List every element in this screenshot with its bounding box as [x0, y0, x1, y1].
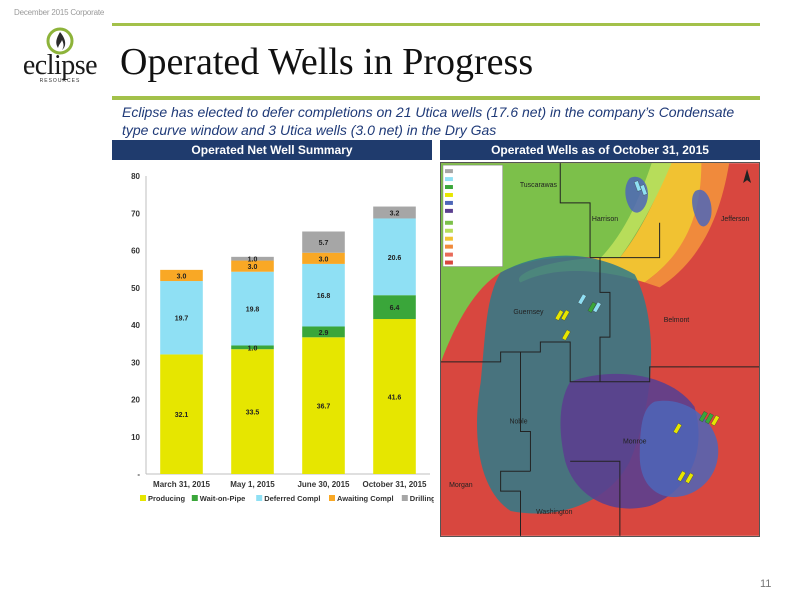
- legend-label: Wait-on-Pipe: [200, 494, 246, 503]
- data-label: 5.7: [319, 240, 329, 247]
- bar-segment: [373, 218, 416, 296]
- data-label: 2.9: [319, 330, 329, 337]
- data-label: 20.6: [388, 255, 402, 262]
- bar-segment: [160, 269, 203, 282]
- data-label: 1.0: [248, 257, 258, 264]
- bar-segment: [373, 319, 416, 474]
- legend-swatch: [140, 495, 146, 501]
- net-well-summary-chart: - 10 20 30 40 50 60 70 80 32.1 19.7 3.0 March 31, 20…: [131, 172, 434, 503]
- map-legend-swatches: [444, 169, 453, 265]
- data-label: 1.0: [248, 345, 258, 352]
- y-tick-label: 10: [131, 433, 140, 442]
- legend-swatch: [191, 495, 198, 501]
- page-subtitle: Eclipse has elected to defer completions…: [122, 104, 735, 138]
- legend-label: Deferred Compl: [264, 494, 320, 503]
- county-label: Morgan: [449, 482, 473, 489]
- data-label: 33.5: [246, 410, 260, 417]
- data-label: 3.0: [319, 256, 329, 263]
- chart-panel-heading: Operated Net Well Summary: [112, 140, 432, 160]
- county-label: Jefferson: [721, 216, 750, 223]
- county-label: Washington: [536, 509, 573, 516]
- eclipse-logo: eclipse RESOURCES: [14, 26, 106, 84]
- y-tick-label: 80: [131, 172, 140, 181]
- legend-swatch: [401, 495, 408, 501]
- bar-segment: [160, 354, 203, 474]
- county-label: Noble: [509, 419, 527, 426]
- x-tick-label: June 30, 2015: [297, 480, 350, 489]
- y-tick-label: 60: [131, 247, 140, 256]
- x-tick-label: March 31, 2015: [153, 480, 210, 489]
- bar-segment: [373, 295, 416, 320]
- bar-segment: [302, 326, 345, 338]
- corporate-label: December 2015 Corporate: [14, 8, 105, 17]
- north-arrow-icon: [743, 169, 752, 184]
- data-label: 19.7: [175, 316, 189, 323]
- data-label: 3.0: [248, 264, 258, 271]
- county-label: Tuscarawas: [520, 182, 558, 189]
- page-number: 11: [760, 578, 772, 590]
- data-label: 16.8: [317, 293, 331, 300]
- x-tick-label: May 1, 2015: [230, 480, 275, 489]
- data-label: 41.6: [388, 395, 402, 402]
- bar-segment: [231, 349, 274, 474]
- bar-segment: [231, 271, 274, 346]
- top-divider: [112, 23, 760, 26]
- logo-word: eclipse: [22, 50, 98, 81]
- well-pad-markers: [554, 180, 720, 484]
- y-tick-label: 70: [131, 209, 140, 218]
- data-label: 19.8: [246, 307, 260, 314]
- map-legend-box: [442, 164, 503, 267]
- bar-segment: [231, 256, 274, 261]
- bar-segment: [302, 337, 345, 474]
- data-label: 3.0: [177, 273, 187, 280]
- legend-swatch: [329, 495, 335, 501]
- bar-segment: [231, 260, 274, 272]
- data-label: 6.4: [390, 305, 400, 312]
- bar-segment: [302, 252, 345, 264]
- logo-flame-icon: [46, 27, 74, 55]
- legend-label: Awaiting Compl: [337, 494, 394, 503]
- x-tick-label: October 31, 2015: [362, 480, 427, 489]
- map-zone-orange: [644, 163, 730, 288]
- y-tick-label: 50: [131, 284, 140, 293]
- data-label: 32.1: [175, 412, 189, 419]
- y-tick-label: 40: [131, 321, 140, 330]
- page-title: Operated Wells in Progress: [120, 41, 534, 83]
- y-tick-label: 30: [131, 358, 140, 367]
- map-panel-heading: Operated Wells as of October 31, 2015: [440, 140, 760, 160]
- bar-segment: [302, 231, 345, 253]
- bar-segment: [231, 345, 274, 350]
- map-aoi-blue-south: [639, 400, 719, 498]
- map-aoi-blue-east: [692, 189, 712, 227]
- legend-label: Drilling: [410, 494, 434, 503]
- y-tick-label: 20: [131, 396, 140, 405]
- county-label: Belmont: [664, 317, 690, 324]
- operated-wells-map: Tuscarawas Harrison Jefferson Guernsey B…: [440, 162, 760, 537]
- y-tick-label: -: [137, 470, 140, 479]
- county-label: Guernsey: [513, 309, 544, 316]
- county-lines: [441, 163, 759, 536]
- data-label: 36.7: [317, 404, 331, 411]
- logo-sub: RESOURCES: [39, 78, 81, 84]
- legend-label: Producing: [148, 494, 186, 503]
- map-zone-condensate-band: [518, 163, 715, 283]
- data-label: 3.2: [390, 211, 400, 218]
- county-label: Harrison: [592, 216, 618, 223]
- title-divider: [112, 96, 760, 100]
- legend-swatch: [256, 495, 263, 501]
- county-label: Monroe: [623, 438, 647, 445]
- bar-segment: [302, 263, 345, 327]
- bar-segment: [160, 281, 203, 355]
- bar-segment: [373, 206, 416, 219]
